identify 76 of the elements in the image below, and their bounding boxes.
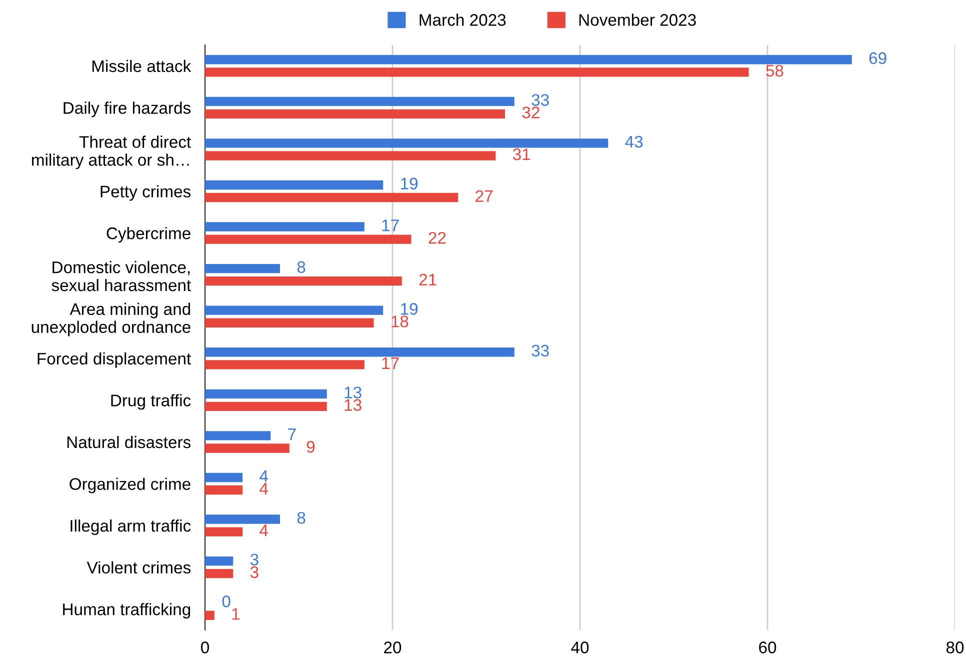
bar [205, 348, 514, 357]
y-tick-label: Violent crimes [86, 561, 191, 574]
data-label: 9 [306, 440, 315, 453]
y-tick-label: Missile attack [92, 60, 192, 72]
y-tick-label: Natural disasters [67, 436, 191, 448]
data-label: 17 [382, 220, 399, 232]
y-tick-label: Organized crime [70, 478, 190, 494]
bar [205, 360, 364, 370]
y-tick-label: Daily fire hazards [64, 102, 191, 118]
legend-label: March 2023 [420, 14, 506, 26]
data-label: 69 [869, 52, 886, 64]
data-label: 4 [260, 470, 268, 482]
data-label: 21 [419, 274, 436, 286]
data-label: 3 [250, 554, 258, 566]
bar [205, 234, 412, 244]
bar [205, 138, 608, 148]
bar [205, 444, 290, 453]
y-tick-label: Human trafficking [63, 603, 190, 619]
data-label: 4 [260, 524, 268, 536]
x-tick-label: 80 [946, 642, 964, 654]
data-label: 19 [401, 178, 418, 190]
data-label: 8 [297, 261, 306, 274]
data-label: 33 [532, 344, 549, 357]
x-tick-label: 60 [759, 642, 776, 654]
bar [205, 402, 327, 412]
data-label: 33 [532, 94, 549, 106]
y-tick-label: Drug traffic [111, 394, 191, 410]
bar [205, 192, 458, 202]
data-label: 58 [766, 64, 784, 77]
y-tick-label: Illegal arm traffic [70, 519, 191, 536]
data-label: 43 [625, 136, 643, 148]
bar [205, 180, 384, 190]
bar [205, 472, 242, 482]
data-label: 3 [250, 566, 258, 578]
data-label: 22 [428, 232, 446, 244]
bar [205, 568, 234, 578]
data-label: 0 [222, 596, 230, 608]
data-label: 27 [476, 190, 492, 202]
bar [205, 55, 852, 64]
data-label: 31 [512, 148, 530, 160]
x-tick-label: 0 [201, 642, 209, 654]
bar [205, 222, 364, 232]
bar [205, 485, 242, 495]
data-label: 7 [288, 428, 296, 440]
bar [205, 389, 327, 399]
bar [205, 96, 514, 106]
data-label: 18 [392, 316, 408, 328]
y-tick-label: Area mining and unexploded ordnance [32, 302, 190, 336]
bar [205, 109, 505, 119]
bar [205, 610, 214, 620]
bar [205, 527, 242, 536]
data-label: 13 [344, 399, 362, 411]
data-label: 8 [297, 512, 306, 524]
y-tick-label: Threat of direct military attack or sh… [32, 136, 191, 170]
bar [205, 318, 374, 328]
y-tick-label: Forced displacement [38, 352, 191, 368]
bar [205, 431, 271, 440]
y-tick-label: Cybercrime [106, 226, 190, 243]
data-label: 17 [382, 358, 399, 369]
data-label: 1 [232, 608, 240, 620]
legend-label: November 2023 [579, 14, 696, 26]
y-tick-label: Domestic violence, sexual harassment [52, 261, 191, 292]
y-tick-label: Petty crimes [100, 185, 191, 201]
data-label: 19 [401, 303, 418, 315]
bar [205, 514, 280, 524]
data-label: 32 [522, 106, 540, 118]
data-label: 4 [260, 482, 268, 494]
x-tick-label: 40 [571, 642, 589, 654]
bar [205, 264, 280, 274]
bar [205, 151, 496, 160]
data-label: 13 [344, 386, 362, 398]
bar [205, 556, 234, 566]
bar [205, 306, 384, 315]
bar [205, 68, 749, 77]
bar [205, 276, 402, 286]
x-tick-label: 20 [384, 642, 402, 654]
